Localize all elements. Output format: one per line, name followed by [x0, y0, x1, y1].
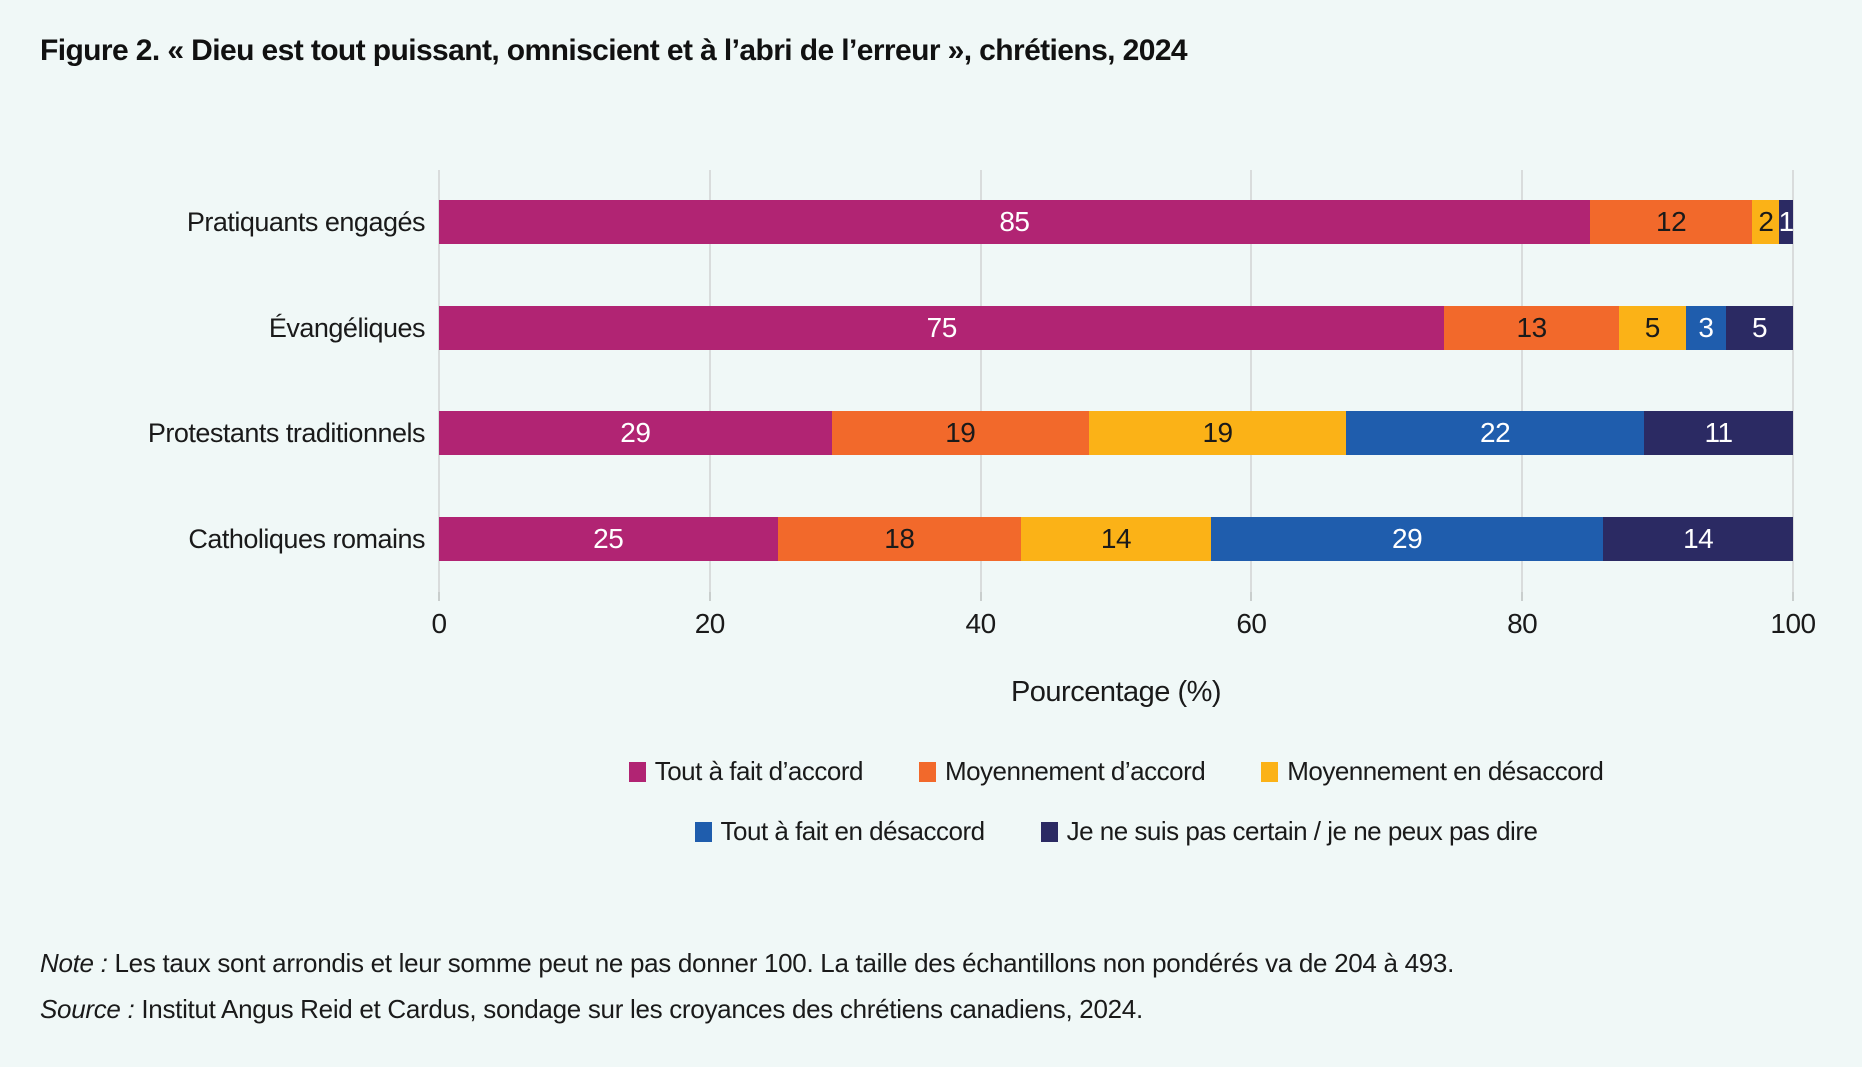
legend-item: Moyennement d’accord [918, 756, 1206, 787]
tick-mark-80 [1521, 592, 1524, 601]
bar-value-label: 5 [1644, 311, 1661, 343]
category-label-2: Protestants traditionnels [147, 418, 426, 448]
bar-value-label: 1 [1778, 206, 1795, 237]
bar-value-label: 29 [620, 417, 651, 448]
x-axis-label: Pourcentage (%) [1010, 676, 1222, 708]
tick-mark-100 [1792, 592, 1794, 601]
bar-value-label: 19 [1202, 417, 1233, 448]
figure-title: Figure 2. « Dieu est tout puissant, omni… [40, 34, 1188, 67]
gridline-40 [979, 170, 982, 592]
x-tick-label-100: 100 [1770, 608, 1816, 639]
bar-row-1: 75 13 5 3 5 [439, 276, 1793, 381]
legend-item: Moyennement en désaccord [1261, 756, 1604, 787]
tick-mark-40 [979, 592, 982, 601]
legend-label: Je ne suis pas certain / je ne peux pas … [1066, 816, 1538, 846]
category-label-0: Pratiquants engagés [186, 207, 426, 237]
bar-segment: 29 [439, 411, 832, 455]
plot-area: 85 12 2 1 75 13 5 3 5 29 19 19 22 11 25 18 14 29 14 [438, 170, 1795, 601]
bar-value-label: 5 [1751, 311, 1768, 343]
gridline-0 [438, 170, 440, 592]
bar-segment: 5 [1618, 305, 1686, 350]
bar-track: 25 18 14 29 14 [439, 516, 1793, 561]
gridline-100 [1792, 170, 1794, 592]
bar-value-label: 19 [945, 417, 976, 448]
bar-value-label: 3 [1698, 311, 1714, 343]
tick-mark-0 [438, 592, 440, 601]
bar-value-label: 25 [593, 522, 624, 554]
bar-row-2: 29 19 19 22 11 [439, 381, 1793, 486]
bar-segment: 5 [1725, 305, 1793, 350]
bar-value-label: 14 [1100, 522, 1132, 554]
x-tick-label-20: 20 [694, 608, 726, 639]
note-line: Note : Les taux sont arrondis et leur so… [40, 948, 1454, 979]
bar-segment: 1 [1778, 200, 1795, 244]
gridline-60 [1250, 170, 1253, 592]
source-prefix: Source : [40, 994, 135, 1024]
bar-segment: 19 [1088, 411, 1347, 455]
bar-value-label: 12 [1656, 206, 1687, 237]
source-line: Source : Institut Angus Reid et Cardus, … [40, 994, 1143, 1025]
legend-swatch-icon [1040, 821, 1058, 842]
bar-value-label: 22 [1480, 417, 1511, 448]
bar-row-3: 25 18 14 29 14 [439, 487, 1793, 592]
bar-segment: 22 [1346, 411, 1645, 455]
bar-row-0: 85 12 2 1 [439, 170, 1795, 275]
bar-segment: 18 [777, 516, 1022, 561]
x-tick-label-60: 60 [1236, 608, 1267, 639]
legend-item: Je ne suis pas certain / je ne peux pas … [1040, 816, 1538, 847]
bar-segment: 11 [1644, 411, 1793, 455]
bar-segment: 2 [1752, 200, 1780, 244]
bar-value-label: 18 [884, 522, 915, 554]
category-label-3: Catholiques romains [188, 523, 425, 554]
gridline-80 [1521, 170, 1524, 592]
tick-mark-20 [708, 592, 711, 601]
legend-swatch-icon [918, 761, 936, 782]
category-label-1: Évangéliques [268, 312, 426, 343]
bar-segment: 13 [1444, 305, 1619, 350]
x-tick-label-40: 40 [965, 608, 997, 639]
bar-track: 85 12 2 1 [439, 200, 1795, 244]
x-tick-label-80: 80 [1507, 608, 1538, 639]
bar-value-label: 75 [926, 311, 958, 343]
legend-label: Moyennement d’accord [944, 756, 1206, 786]
legend-item: Tout à fait d’accord [628, 756, 864, 787]
bar-value-label: 85 [999, 206, 1030, 237]
note-text: Les taux sont arrondis et leur somme peu… [107, 948, 1455, 978]
bar-value-label: 2 [1758, 206, 1774, 237]
bar-value-label: 14 [1683, 522, 1714, 554]
legend-swatch-icon [628, 761, 646, 782]
bar-segment: 14 [1603, 516, 1793, 561]
legend-label: Tout à fait en désaccord [720, 816, 986, 846]
note-prefix: Note : [40, 948, 108, 978]
bar-segment: 29 [1210, 516, 1604, 561]
legend-item: Tout à fait en désaccord [694, 816, 986, 847]
source-text: Institut Angus Reid et Cardus, sondage s… [134, 994, 1143, 1024]
bar-segment: 12 [1589, 200, 1753, 244]
bar-track: 29 19 19 22 11 [439, 411, 1793, 455]
bar-value-label: 29 [1392, 522, 1423, 554]
bar-segment: 14 [1021, 516, 1211, 561]
legend-label: Moyennement en désaccord [1287, 756, 1604, 786]
tick-mark-60 [1250, 592, 1253, 601]
bar-track: 75 13 5 3 5 [439, 305, 1793, 350]
x-axis-ticks: 0 20 40 60 80 100 [431, 608, 1816, 648]
bar-segment: 19 [831, 411, 1089, 455]
bar-value-label: 13 [1516, 311, 1548, 343]
bar-segment: 85 [439, 200, 1590, 244]
legend-label: Tout à fait d’accord [654, 756, 864, 786]
legend-swatch-icon [694, 821, 712, 842]
bar-segment: 25 [439, 516, 778, 561]
legend-row-1: Tout à fait d’accord Moyennement d’accord… [439, 756, 1793, 787]
category-labels: Pratiquants engagés Évangéliques Protestan… [0, 170, 426, 592]
legend-row-2: Tout à fait en désaccord Je ne suis pas c… [439, 816, 1793, 847]
bar-value-label: 11 [1704, 417, 1733, 448]
bar-segment: 3 [1685, 305, 1726, 350]
x-tick-label-0: 0 [431, 608, 447, 639]
gridline-20 [708, 170, 711, 592]
bar-segment: 75 [439, 305, 1445, 350]
legend-swatch-icon [1261, 761, 1279, 782]
